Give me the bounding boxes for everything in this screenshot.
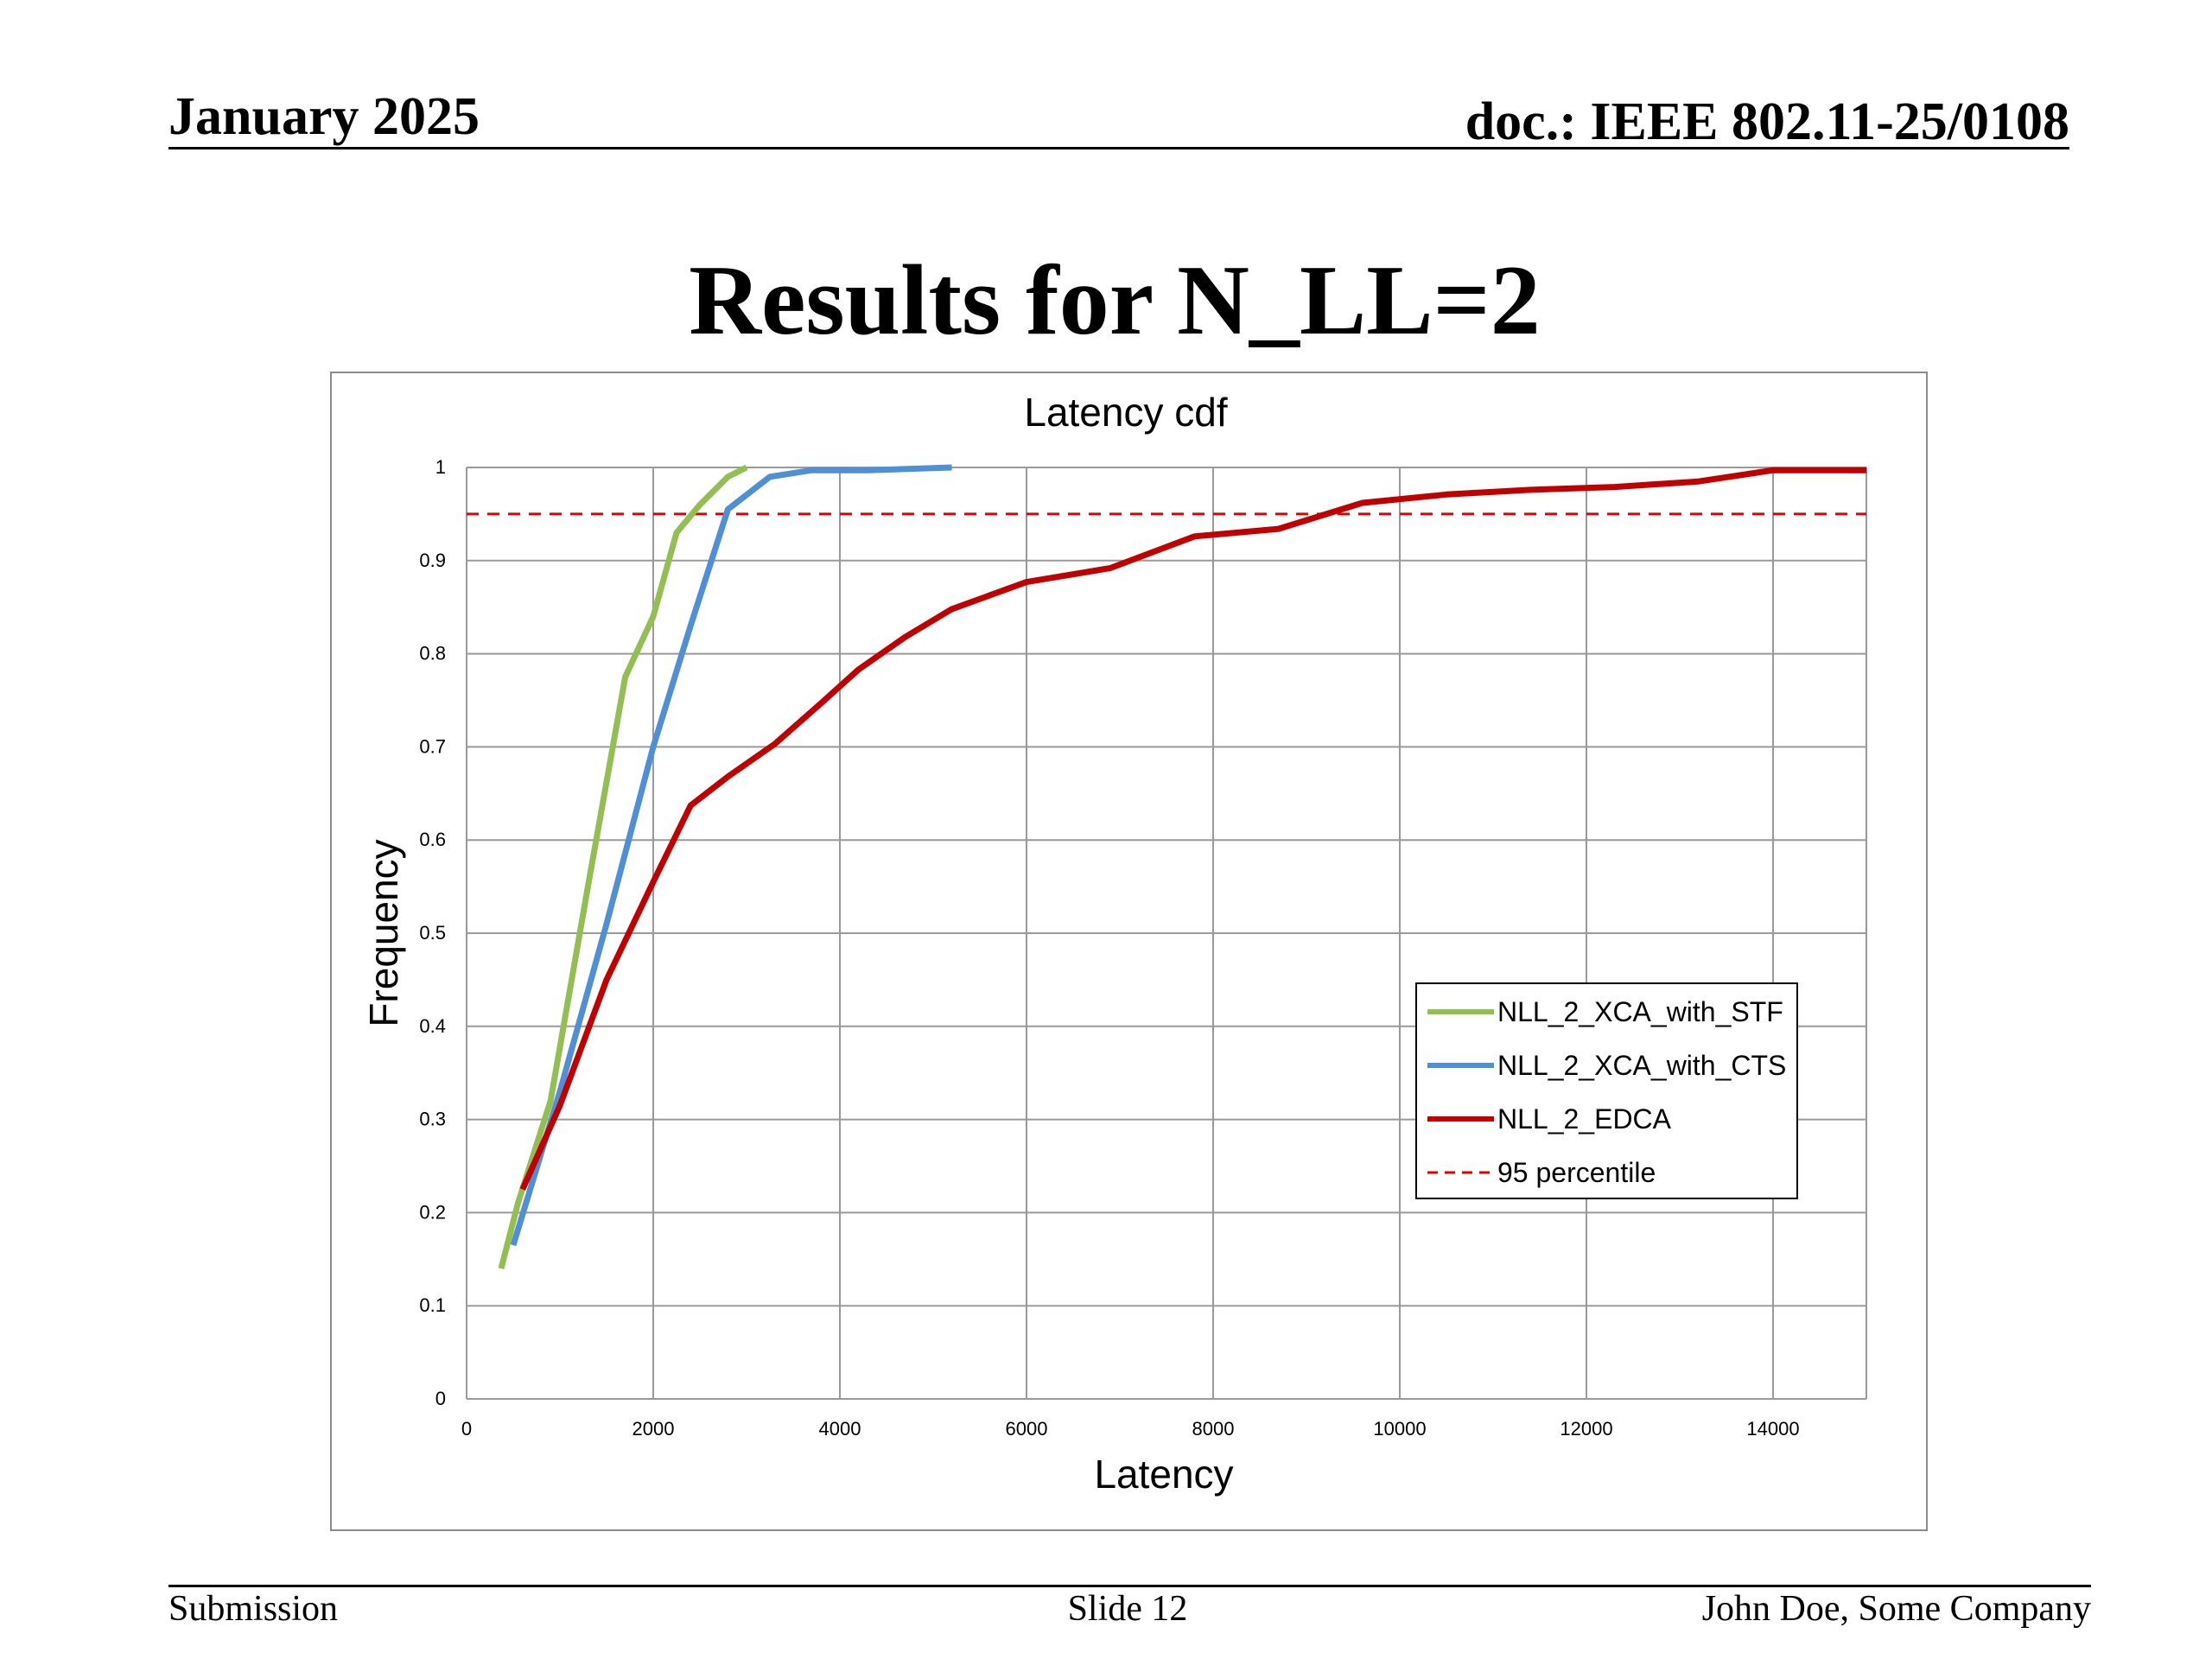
y-tick-label: 1 <box>435 456 446 478</box>
y-tick-label: 0.8 <box>419 643 446 664</box>
x-tick-label: 10000 <box>1373 1418 1426 1440</box>
footer-submission: Submission <box>168 1589 339 1629</box>
header-rule <box>168 147 2069 149</box>
x-axis-label: Latency <box>1094 1452 1233 1497</box>
footer-author: John Doe, Some Company <box>1701 1589 2091 1629</box>
series-line <box>498 464 748 1269</box>
x-tick-label: 12000 <box>1560 1418 1612 1440</box>
y-tick-label: 0.9 <box>419 550 446 571</box>
footer-rule <box>168 1585 2091 1587</box>
y-tick-label: 0.5 <box>419 922 446 944</box>
legend-label: NLL_2_XCA_with_CTS <box>1497 1050 1786 1081</box>
legend-label: 95 percentile <box>1497 1157 1656 1188</box>
y-tick-label: 0 <box>435 1388 446 1409</box>
series-line <box>510 464 952 1247</box>
x-tick-label: 8000 <box>1192 1418 1235 1440</box>
x-tick-label: 6000 <box>1006 1418 1048 1440</box>
legend-label: NLL_2_EDCA <box>1497 1103 1672 1135</box>
x-tick-label: 0 <box>461 1418 472 1440</box>
legend-box <box>1415 982 1798 1199</box>
slide-title: Results for N_LL=2 <box>689 245 1541 356</box>
header-date: January 2025 <box>168 87 480 146</box>
x-tick-label: 2000 <box>632 1418 675 1440</box>
x-tick-label: 4000 <box>819 1418 861 1440</box>
chart-title: Latency cdf <box>1024 390 1227 435</box>
header-doc-id: doc.: IEEE 802.11-25/0108 <box>1465 92 2069 151</box>
y-tick-label: 0.3 <box>419 1109 446 1130</box>
series-line <box>519 467 1866 1191</box>
y-tick-label: 0.6 <box>419 829 446 850</box>
y-tick-label: 0.4 <box>419 1015 446 1037</box>
y-tick-label: 0.7 <box>419 735 446 757</box>
x-tick-label: 14000 <box>1746 1418 1799 1440</box>
legend-label: NLL_2_XCA_with_STF <box>1497 996 1783 1027</box>
y-tick-label: 0.1 <box>419 1294 446 1316</box>
footer-slide-number: Slide 12 <box>1067 1589 1188 1629</box>
y-axis-label: Frequency <box>361 839 406 1027</box>
y-tick-label: 0.2 <box>419 1201 446 1223</box>
